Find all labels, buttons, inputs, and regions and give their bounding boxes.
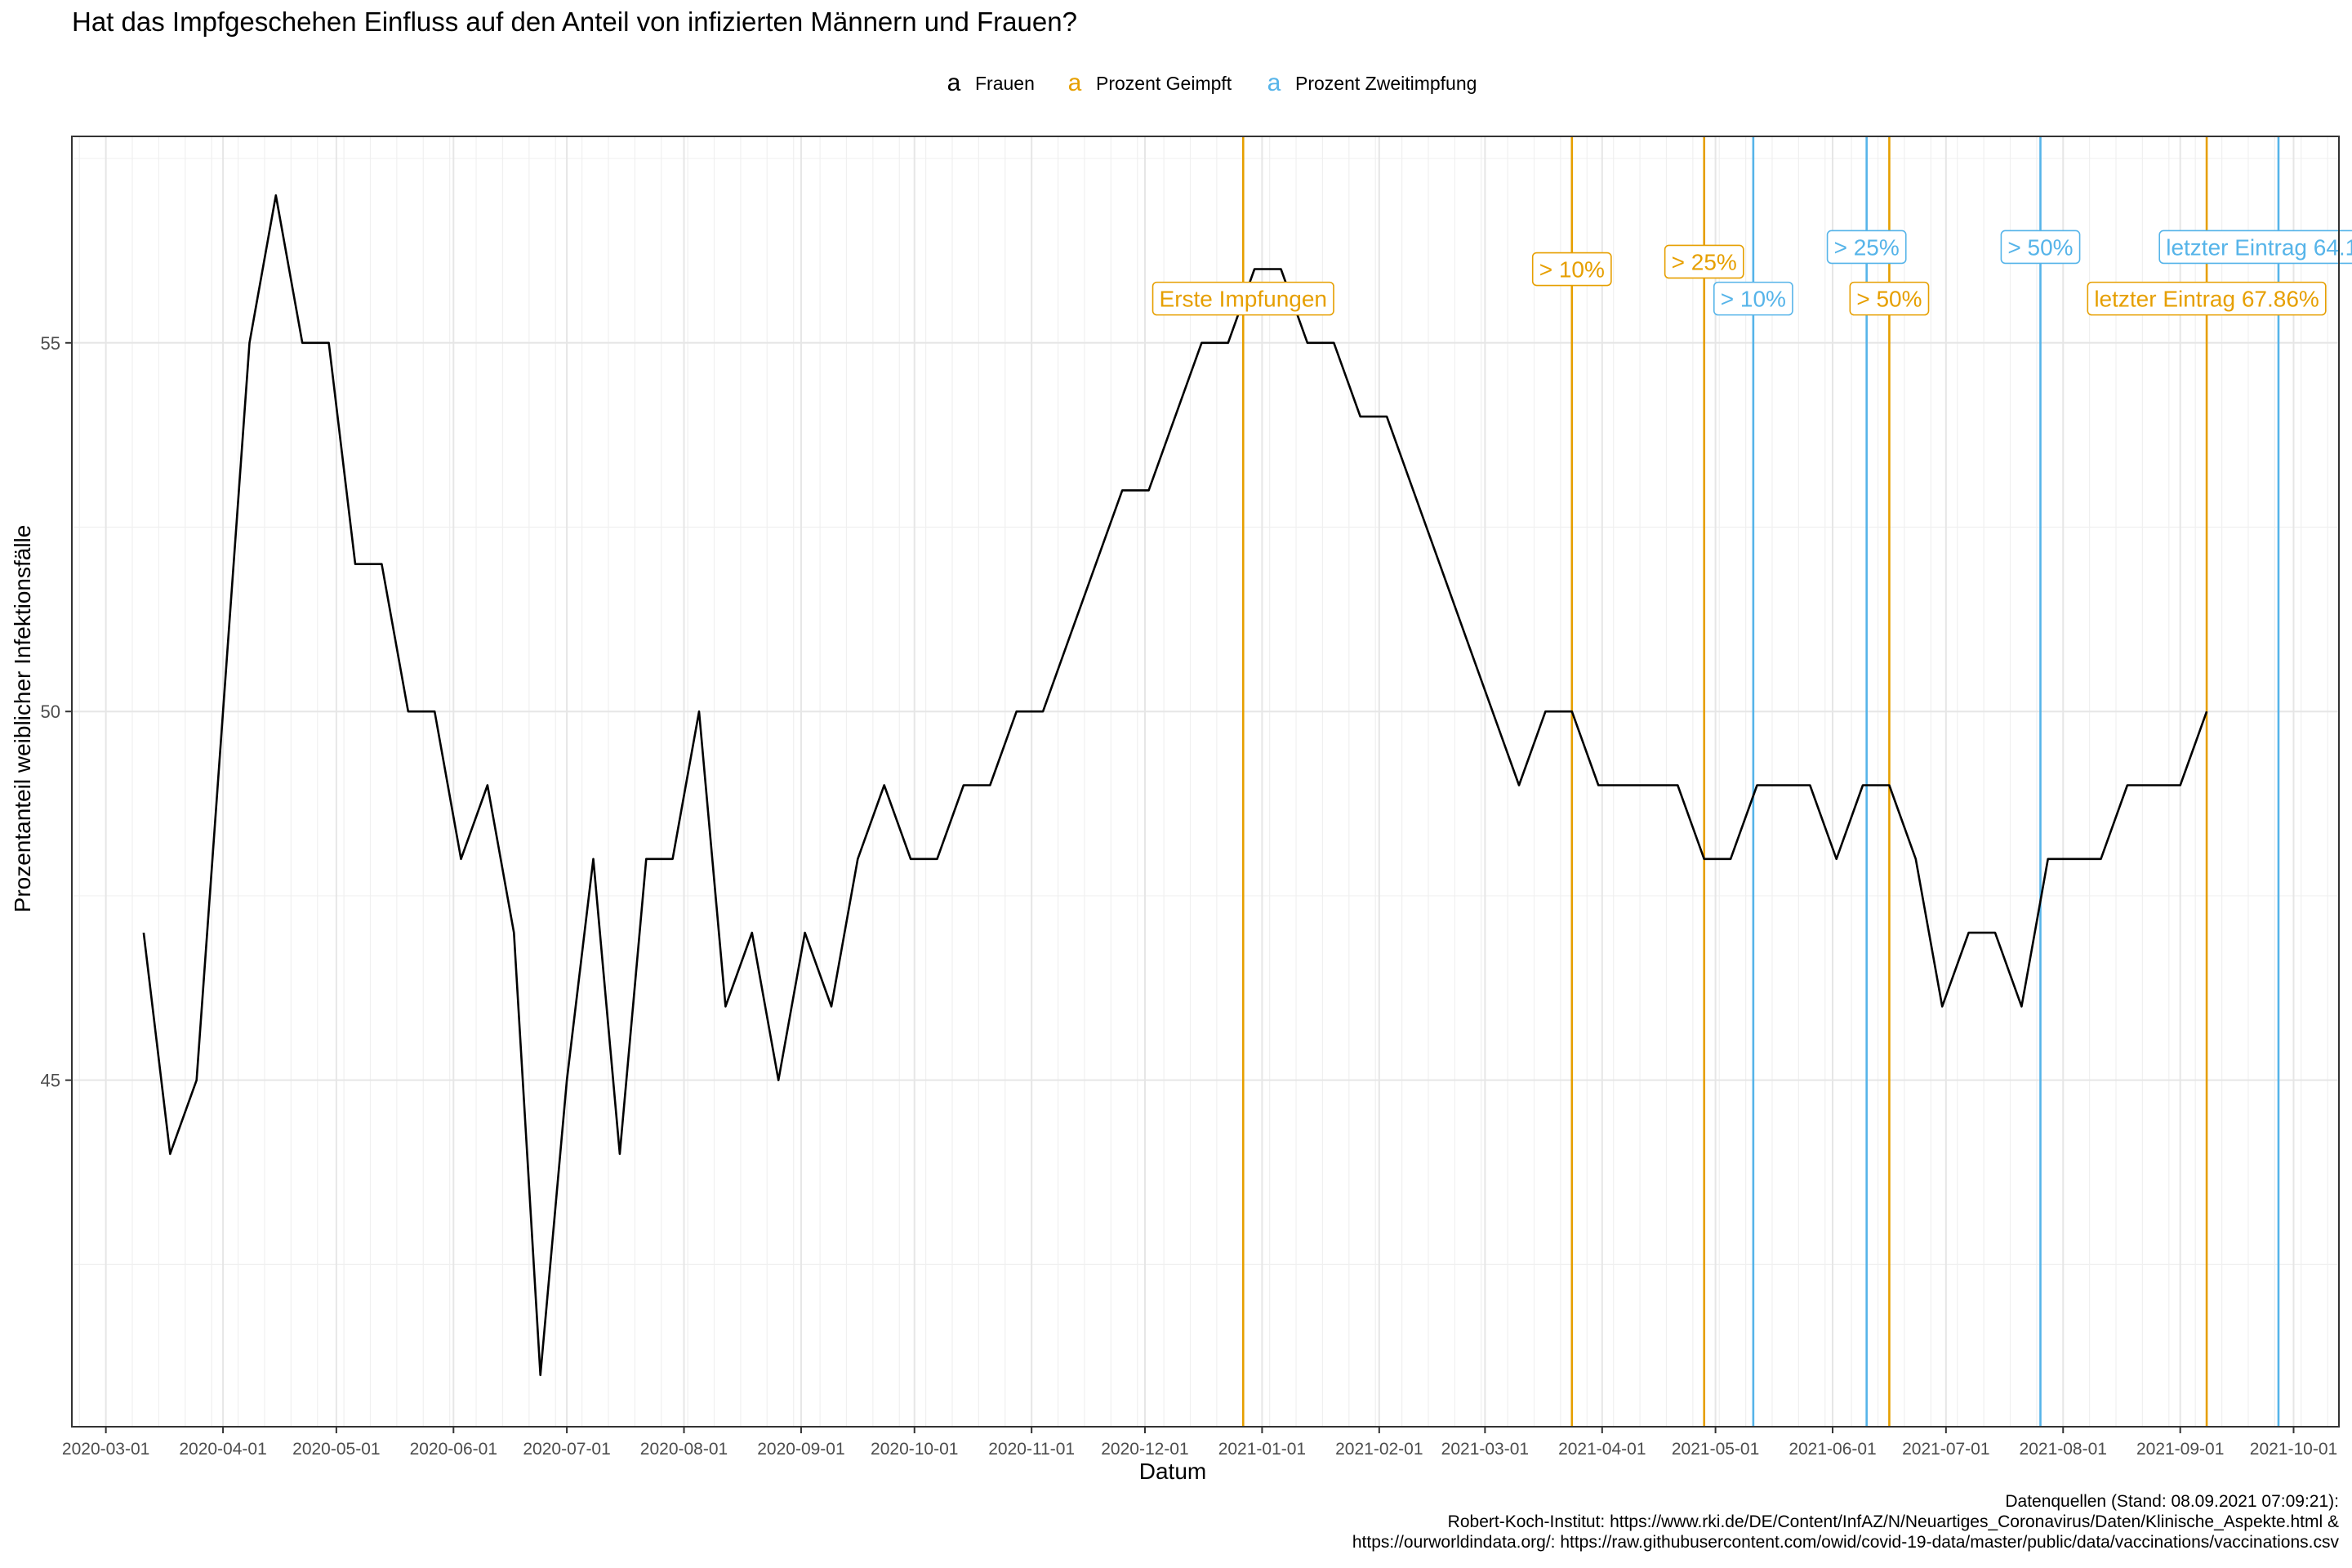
vaccination-label-text: > 10% xyxy=(1539,257,1605,283)
x-tick-label: 2020-11-01 xyxy=(988,1440,1075,1459)
vaccination-label: letzter Eintrag 67.86% xyxy=(2087,281,2327,316)
vaccination-label-text: > 50% xyxy=(1856,287,1922,312)
legend-key-frauen: a xyxy=(947,69,961,96)
caption-line-3: https://ourworldindata.org/: https://raw… xyxy=(1352,1533,2339,1552)
vaccination-label-box xyxy=(1664,244,1744,279)
series-line-frauen xyxy=(142,194,2208,1377)
vaccination-label-box xyxy=(2000,229,2081,265)
x-tick-label: 2020-05-01 xyxy=(292,1440,380,1459)
x-tick-label: 2020-08-01 xyxy=(640,1440,728,1459)
x-tick-label: 2021-04-01 xyxy=(1558,1440,1646,1459)
x-tick-label: 2020-12-01 xyxy=(1101,1440,1188,1459)
x-tick-label: 2021-07-01 xyxy=(1902,1440,1989,1459)
plot-panel-background xyxy=(72,136,2339,1427)
legend-label-prozent-geimpft: Prozent Geimpft xyxy=(1096,72,1232,94)
vaccination-label: Erste Impfungen xyxy=(1152,281,1334,316)
legend-label-prozent-zweitimpfung: Prozent Zweitimpfung xyxy=(1295,72,1477,94)
x-tick-label: 2021-10-01 xyxy=(2250,1440,2337,1459)
x-axis-title: Datum xyxy=(1138,1459,1207,1484)
vaccination-label-box xyxy=(1849,281,1930,316)
vaccination-label: letzter Eintrag 64.13% xyxy=(2158,229,2352,265)
vaccination-label-box xyxy=(2158,229,2352,265)
vaccination-lines xyxy=(1241,136,2280,1427)
legend-key-prozent-zweitimpfung: a xyxy=(1267,69,1281,96)
vaccination-label-box xyxy=(1152,281,1334,316)
x-tick-label: 2021-05-01 xyxy=(1672,1440,1759,1459)
caption-line-1: Datenquellen (Stand: 08.09.2021 07:09:21… xyxy=(2005,1492,2339,1511)
x-tick-label: 2020-09-01 xyxy=(757,1440,844,1459)
x-axis: 2020-03-01 2020-04-01 2020-05-01 2020-06-01… xyxy=(62,1427,2337,1459)
series-layer xyxy=(142,194,2208,1377)
grid-minor xyxy=(72,136,2339,1427)
x-tick-label: 2020-10-01 xyxy=(871,1440,958,1459)
x-tick-label: 2021-02-01 xyxy=(1335,1440,1423,1459)
x-tick-label: 2020-04-01 xyxy=(179,1440,266,1459)
grid-major xyxy=(72,136,2339,1427)
legend-item-prozent-geimpft: a Prozent Geimpft xyxy=(1058,67,1232,100)
plot-panel-border xyxy=(71,136,2340,1428)
vaccination-labels: Erste Impfungen > 10% > 25% > 50% letzter Ei… xyxy=(1152,229,2352,316)
vaccination-label-text: > 10% xyxy=(1721,287,1786,312)
x-tick-label: 2021-08-01 xyxy=(2020,1440,2107,1459)
vaccination-label-box xyxy=(2087,281,2327,316)
legend-key-prozent-geimpft: a xyxy=(1067,69,1082,96)
chart-title: Hat das Impfgeschehen Einfluss auf den A… xyxy=(72,7,1077,37)
caption-line-2: Robert-Koch-Institut: https://www.rki.de… xyxy=(1447,1512,2339,1531)
x-tick-label: 2020-06-01 xyxy=(410,1440,497,1459)
legend-item-prozent-zweitimpfung: a Prozent Zweitimpfung xyxy=(1258,67,1477,100)
vaccination-label: > 10% xyxy=(1531,252,1612,287)
vaccination-label: > 50% xyxy=(2000,229,2081,265)
vaccination-label: > 25% xyxy=(1664,244,1744,279)
vaccination-label: > 50% xyxy=(1849,281,1930,316)
vaccination-label-box xyxy=(1531,252,1612,287)
vaccination-label-text: > 25% xyxy=(1672,249,1737,274)
vaccination-label-text: > 25% xyxy=(1834,234,1900,260)
y-tick-label: 50 xyxy=(41,702,60,722)
y-tick-label: 55 xyxy=(41,333,60,354)
vaccination-label: > 10% xyxy=(1713,281,1793,316)
legend-item-frauen: a Frauen xyxy=(938,67,1035,100)
x-tick-label: 2021-09-01 xyxy=(2136,1440,2224,1459)
x-tick-label: 2021-01-01 xyxy=(1218,1440,1306,1459)
x-tick-label: 2020-03-01 xyxy=(62,1440,149,1459)
vaccination-label-text: Erste Impfungen xyxy=(1160,287,1327,312)
legend-label-frauen: Frauen xyxy=(975,72,1035,94)
vaccination-label: > 25% xyxy=(1826,229,1907,265)
vaccination-label-text: letzter Eintrag 64.13% xyxy=(2166,234,2352,260)
vaccination-label-text: letzter Eintrag 67.86% xyxy=(2094,287,2319,312)
legend: a Frauen a Prozent Geimpft a Prozent Zwe… xyxy=(0,67,2352,100)
data-sources-caption: Datenquellen (Stand: 08.09.2021 07:09:21… xyxy=(1352,1491,2339,1552)
vaccination-label-box xyxy=(1713,281,1793,316)
y-axis: 45 50 55 xyxy=(41,333,72,1091)
y-axis-title: Prozentanteil weiblicher Infektionsfälle xyxy=(10,524,35,913)
x-tick-label: 2021-06-01 xyxy=(1788,1440,1876,1459)
vaccination-label-text: > 50% xyxy=(2007,234,2073,260)
vaccination-label-box xyxy=(1826,229,1907,265)
x-tick-label: 2021-03-01 xyxy=(1441,1440,1529,1459)
x-tick-label: 2020-07-01 xyxy=(523,1440,610,1459)
y-tick-label: 45 xyxy=(41,1071,60,1091)
